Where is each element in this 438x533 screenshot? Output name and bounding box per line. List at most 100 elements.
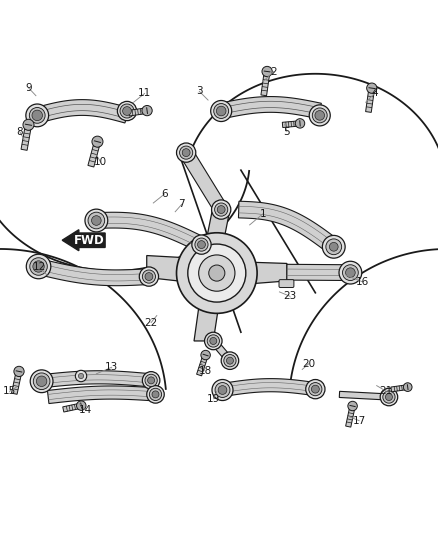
Circle shape <box>36 376 47 386</box>
Text: 3: 3 <box>196 86 203 96</box>
Circle shape <box>152 391 159 398</box>
Circle shape <box>88 212 105 229</box>
Circle shape <box>201 350 210 360</box>
Circle shape <box>329 243 338 251</box>
Circle shape <box>145 273 153 280</box>
Text: 4: 4 <box>371 88 378 99</box>
Polygon shape <box>147 255 186 282</box>
Text: 17: 17 <box>353 416 366 426</box>
Circle shape <box>30 370 53 393</box>
Polygon shape <box>261 71 270 96</box>
Text: 13: 13 <box>105 362 118 372</box>
Circle shape <box>26 254 51 279</box>
Circle shape <box>306 379 325 399</box>
Polygon shape <box>47 386 156 403</box>
Circle shape <box>199 255 235 291</box>
Text: 15: 15 <box>3 386 16 397</box>
Circle shape <box>205 332 222 350</box>
Polygon shape <box>63 403 82 412</box>
Polygon shape <box>206 209 230 243</box>
Polygon shape <box>37 259 149 286</box>
Text: 21: 21 <box>380 386 393 397</box>
Text: 11: 11 <box>138 88 151 99</box>
Circle shape <box>192 235 211 254</box>
Text: 2: 2 <box>270 67 277 77</box>
Circle shape <box>218 386 227 394</box>
Circle shape <box>117 101 137 120</box>
Circle shape <box>14 366 24 376</box>
Polygon shape <box>211 338 233 363</box>
Polygon shape <box>238 201 339 253</box>
Circle shape <box>309 383 322 395</box>
Circle shape <box>177 233 257 313</box>
Text: 6: 6 <box>161 189 168 199</box>
Circle shape <box>123 107 131 115</box>
Circle shape <box>224 354 236 367</box>
Text: 20: 20 <box>302 359 315 369</box>
Text: 9: 9 <box>25 83 32 93</box>
Text: 5: 5 <box>283 127 290 136</box>
Circle shape <box>92 136 103 147</box>
Circle shape <box>92 216 101 225</box>
Circle shape <box>215 383 230 398</box>
Polygon shape <box>180 149 227 213</box>
Circle shape <box>149 388 162 400</box>
Circle shape <box>33 373 50 390</box>
Circle shape <box>23 119 34 130</box>
Circle shape <box>177 143 196 162</box>
Circle shape <box>30 258 47 275</box>
Polygon shape <box>346 406 355 427</box>
Circle shape <box>380 388 398 406</box>
Circle shape <box>188 244 246 302</box>
Circle shape <box>32 110 42 120</box>
Circle shape <box>367 83 377 93</box>
Circle shape <box>339 261 362 284</box>
Circle shape <box>385 393 392 400</box>
Circle shape <box>142 372 160 389</box>
Circle shape <box>182 149 190 157</box>
Polygon shape <box>197 354 208 376</box>
Polygon shape <box>41 371 152 388</box>
Circle shape <box>383 391 395 403</box>
Text: 8: 8 <box>16 127 23 136</box>
Text: 1: 1 <box>259 209 266 219</box>
FancyBboxPatch shape <box>279 280 294 287</box>
Circle shape <box>33 261 44 272</box>
Circle shape <box>145 374 157 386</box>
Circle shape <box>221 352 239 369</box>
Circle shape <box>147 386 164 403</box>
Circle shape <box>309 105 330 126</box>
Polygon shape <box>11 371 22 394</box>
Circle shape <box>195 238 208 251</box>
Polygon shape <box>247 262 287 284</box>
Circle shape <box>212 200 231 219</box>
Circle shape <box>139 267 159 286</box>
Text: 14: 14 <box>79 405 92 415</box>
FancyArrow shape <box>62 230 105 251</box>
Text: 10: 10 <box>94 157 107 167</box>
Circle shape <box>346 268 355 278</box>
Text: 12: 12 <box>33 262 46 272</box>
Circle shape <box>210 337 217 344</box>
Text: 16: 16 <box>356 277 369 287</box>
Circle shape <box>26 104 49 127</box>
Polygon shape <box>194 304 219 341</box>
Circle shape <box>295 119 305 128</box>
Polygon shape <box>128 108 148 116</box>
Polygon shape <box>366 88 374 112</box>
Circle shape <box>75 370 87 382</box>
Polygon shape <box>88 141 100 167</box>
Circle shape <box>209 265 225 281</box>
Polygon shape <box>35 100 129 123</box>
Circle shape <box>142 270 155 283</box>
Circle shape <box>315 110 325 120</box>
Circle shape <box>322 236 345 258</box>
Circle shape <box>207 335 219 347</box>
Circle shape <box>180 146 193 159</box>
Polygon shape <box>96 212 205 252</box>
Text: 7: 7 <box>178 199 185 209</box>
Polygon shape <box>391 385 408 392</box>
Circle shape <box>403 383 412 391</box>
Polygon shape <box>21 124 32 150</box>
Text: FWD: FWD <box>74 233 104 247</box>
